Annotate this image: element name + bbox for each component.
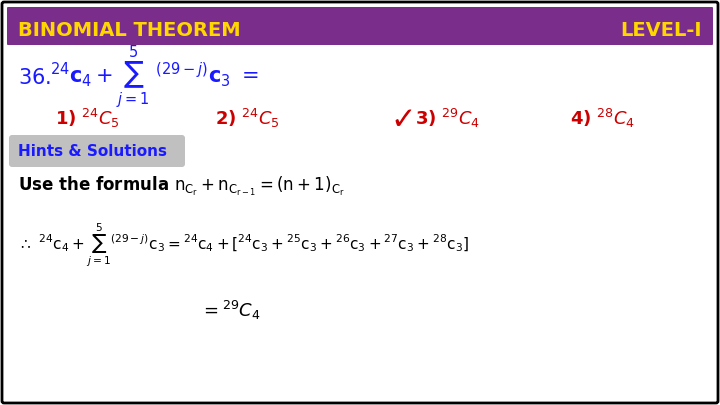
Text: $\mathbf{2)}\ ^{24}C_5$: $\mathbf{2)}\ ^{24}C_5$ [215, 107, 280, 130]
Text: LEVEL-I: LEVEL-I [621, 21, 702, 40]
Text: $= {}^{29}C_4$: $= {}^{29}C_4$ [200, 298, 261, 322]
Text: $\therefore\ ^{24}\mathrm{c}_4 + \sum_{j=1}^{5}{}^{(29-j)}\mathrm{c}_3 = {}^{24}: $\therefore\ ^{24}\mathrm{c}_4 + \sum_{j… [18, 221, 469, 269]
Text: $\mathbf{3)}\ ^{29}C_4$: $\mathbf{3)}\ ^{29}C_4$ [415, 107, 480, 130]
Text: $^{24}\mathbf{c}_4 + \sum_{j=1}^{5}\ ^{(29-j)}\mathbf{c}_3\ =$: $^{24}\mathbf{c}_4 + \sum_{j=1}^{5}\ ^{(… [50, 45, 258, 111]
Text: BINOMIAL THEOREM: BINOMIAL THEOREM [18, 21, 240, 40]
FancyBboxPatch shape [9, 135, 185, 167]
Text: Use the formula $\mathrm{n_{C_r} + n_{C_{r-1}} = (n+1)_{C_r}}$: Use the formula $\mathrm{n_{C_r} + n_{C_… [18, 175, 345, 198]
Text: Hints & Solutions: Hints & Solutions [18, 145, 167, 160]
Text: $36.$: $36.$ [18, 68, 51, 88]
Text: $\checkmark$: $\checkmark$ [390, 104, 413, 132]
FancyBboxPatch shape [7, 7, 713, 45]
Text: $\mathbf{1)}\ ^{24}C_5$: $\mathbf{1)}\ ^{24}C_5$ [55, 107, 120, 130]
Text: $\mathbf{4)}\ ^{28}C_4$: $\mathbf{4)}\ ^{28}C_4$ [570, 107, 635, 130]
